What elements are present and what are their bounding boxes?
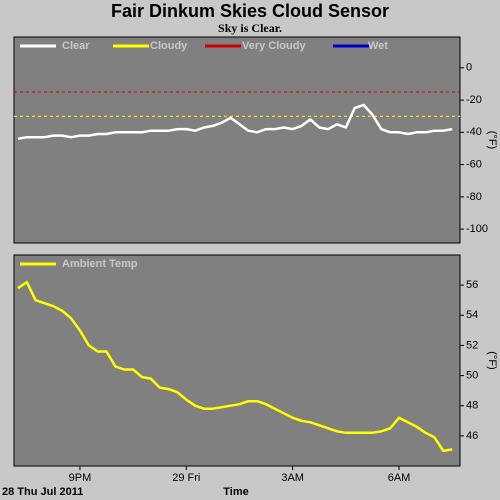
y-axis-label: (°F) [486, 351, 498, 369]
y-tick-label: 54 [466, 309, 478, 321]
legend-label: Very Cloudy [242, 40, 306, 52]
x-tick-label: 29 Fri [172, 472, 200, 484]
y-tick-label: 0 [466, 62, 472, 74]
y-tick-label: -80 [466, 191, 482, 203]
y-tick-label: 56 [466, 279, 478, 291]
plot-area [13, 254, 461, 467]
legend-label: Wet [368, 40, 388, 52]
legend-label: Clear [62, 40, 90, 52]
x-tick-label: 9PM [69, 472, 92, 484]
chart-title: Fair Dinkum Skies Cloud Sensor [111, 1, 389, 21]
y-tick-label: 50 [466, 369, 478, 381]
x-tick-label: 6AM [388, 472, 411, 484]
data-line [17, 280, 453, 453]
x-axis-label: Time [223, 486, 248, 498]
y-axis-label: (°F) [486, 131, 498, 149]
y-tick-label: -40 [466, 126, 482, 138]
x-tick-label: 3AM [281, 472, 304, 484]
legend-label: Ambient Temp [62, 258, 138, 270]
y-tick-label: 48 [466, 400, 478, 412]
plot-area [13, 36, 461, 244]
y-tick-label: 46 [466, 430, 478, 442]
y-tick-label: -100 [466, 223, 488, 235]
y-tick-label: 52 [466, 339, 478, 351]
chart-subtitle: Sky is Clear. [218, 21, 282, 35]
y-tick-label: -20 [466, 94, 482, 106]
y-tick-label: -60 [466, 159, 482, 171]
legend-label: Cloudy [150, 40, 188, 52]
data-line [17, 103, 453, 141]
date-label: 28 Thu Jul 2011 [2, 486, 83, 498]
